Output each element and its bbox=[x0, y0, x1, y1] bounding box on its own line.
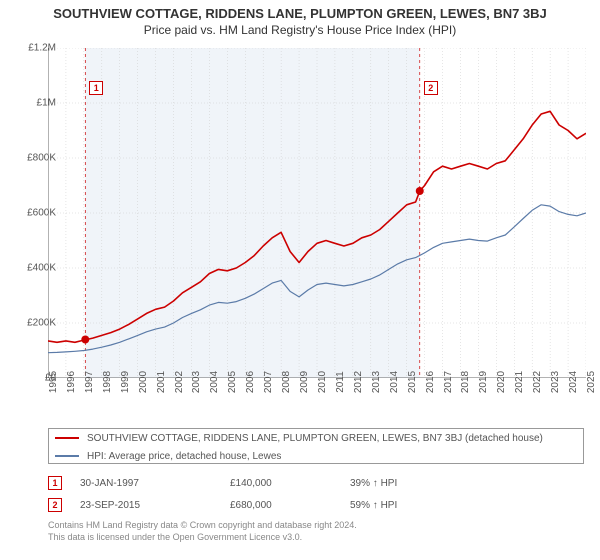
legend-row: HPI: Average price, detached house, Lewe… bbox=[49, 447, 583, 464]
y-tick-label: £800K bbox=[6, 153, 56, 164]
x-tick-label: 1999 bbox=[120, 371, 131, 393]
x-tick-label: 1998 bbox=[102, 371, 113, 393]
footer-attribution: Contains HM Land Registry data © Crown c… bbox=[48, 520, 357, 543]
sale-row: 130-JAN-1997£140,00039% ↑ HPI bbox=[48, 474, 588, 492]
chart-plot-area bbox=[48, 48, 586, 378]
x-tick-label: 2001 bbox=[156, 371, 167, 393]
x-tick-label: 2009 bbox=[299, 371, 310, 393]
chart-svg bbox=[48, 48, 586, 378]
sale-marker-number: 2 bbox=[48, 498, 62, 512]
x-tick-label: 2015 bbox=[407, 371, 418, 393]
x-tick-label: 2019 bbox=[478, 371, 489, 393]
x-tick-label: 2025 bbox=[586, 371, 597, 393]
x-tick-label: 2010 bbox=[317, 371, 328, 393]
legend-color-swatch bbox=[55, 455, 79, 457]
footer-line2: This data is licensed under the Open Gov… bbox=[48, 532, 357, 544]
x-tick-label: 2018 bbox=[460, 371, 471, 393]
y-tick-label: £200K bbox=[6, 318, 56, 329]
x-tick-label: 2014 bbox=[389, 371, 400, 393]
x-tick-label: 2002 bbox=[174, 371, 185, 393]
sale-date: 30-JAN-1997 bbox=[62, 478, 230, 489]
chart-sale-marker: 1 bbox=[89, 81, 103, 95]
chart-title: SOUTHVIEW COTTAGE, RIDDENS LANE, PLUMPTO… bbox=[0, 0, 600, 21]
x-tick-label: 2023 bbox=[550, 371, 561, 393]
legend: SOUTHVIEW COTTAGE, RIDDENS LANE, PLUMPTO… bbox=[48, 428, 584, 464]
y-tick-label: £600K bbox=[6, 208, 56, 219]
x-tick-label: 2000 bbox=[138, 371, 149, 393]
x-tick-label: 2012 bbox=[353, 371, 364, 393]
y-tick-label: £1.2M bbox=[6, 43, 56, 54]
sale-price: £140,000 bbox=[230, 478, 350, 489]
sale-marker-number: 1 bbox=[48, 476, 62, 490]
sale-hpi-change: 59% ↑ HPI bbox=[350, 500, 470, 511]
x-tick-label: 2006 bbox=[245, 371, 256, 393]
x-tick-label: 2016 bbox=[425, 371, 436, 393]
x-tick-label: 2024 bbox=[568, 371, 579, 393]
x-tick-label: 2004 bbox=[209, 371, 220, 393]
chart-sale-marker: 2 bbox=[424, 81, 438, 95]
legend-color-swatch bbox=[55, 437, 79, 439]
x-tick-label: 2011 bbox=[335, 371, 346, 393]
sale-hpi-change: 39% ↑ HPI bbox=[350, 478, 470, 489]
x-tick-label: 1996 bbox=[66, 371, 77, 393]
y-tick-label: £400K bbox=[6, 263, 56, 274]
x-tick-label: 1997 bbox=[84, 371, 95, 393]
x-tick-label: 2008 bbox=[281, 371, 292, 393]
x-tick-label: 2007 bbox=[263, 371, 274, 393]
x-tick-label: 2021 bbox=[514, 371, 525, 393]
sale-date: 23-SEP-2015 bbox=[62, 500, 230, 511]
x-tick-label: 2005 bbox=[227, 371, 238, 393]
sale-row: 223-SEP-2015£680,00059% ↑ HPI bbox=[48, 496, 588, 514]
x-tick-label: 1995 bbox=[48, 371, 59, 393]
x-tick-label: 2013 bbox=[371, 371, 382, 393]
x-tick-label: 2003 bbox=[191, 371, 202, 393]
x-tick-label: 2020 bbox=[496, 371, 507, 393]
y-tick-label: £1M bbox=[6, 98, 56, 109]
sale-price: £680,000 bbox=[230, 500, 350, 511]
footer-line1: Contains HM Land Registry data © Crown c… bbox=[48, 520, 357, 532]
x-tick-label: 2022 bbox=[532, 371, 543, 393]
legend-row: SOUTHVIEW COTTAGE, RIDDENS LANE, PLUMPTO… bbox=[49, 429, 583, 447]
legend-label: SOUTHVIEW COTTAGE, RIDDENS LANE, PLUMPTO… bbox=[87, 433, 543, 444]
legend-label: HPI: Average price, detached house, Lewe… bbox=[87, 451, 281, 462]
chart-subtitle: Price paid vs. HM Land Registry's House … bbox=[0, 21, 600, 37]
x-tick-label: 2017 bbox=[443, 371, 454, 393]
